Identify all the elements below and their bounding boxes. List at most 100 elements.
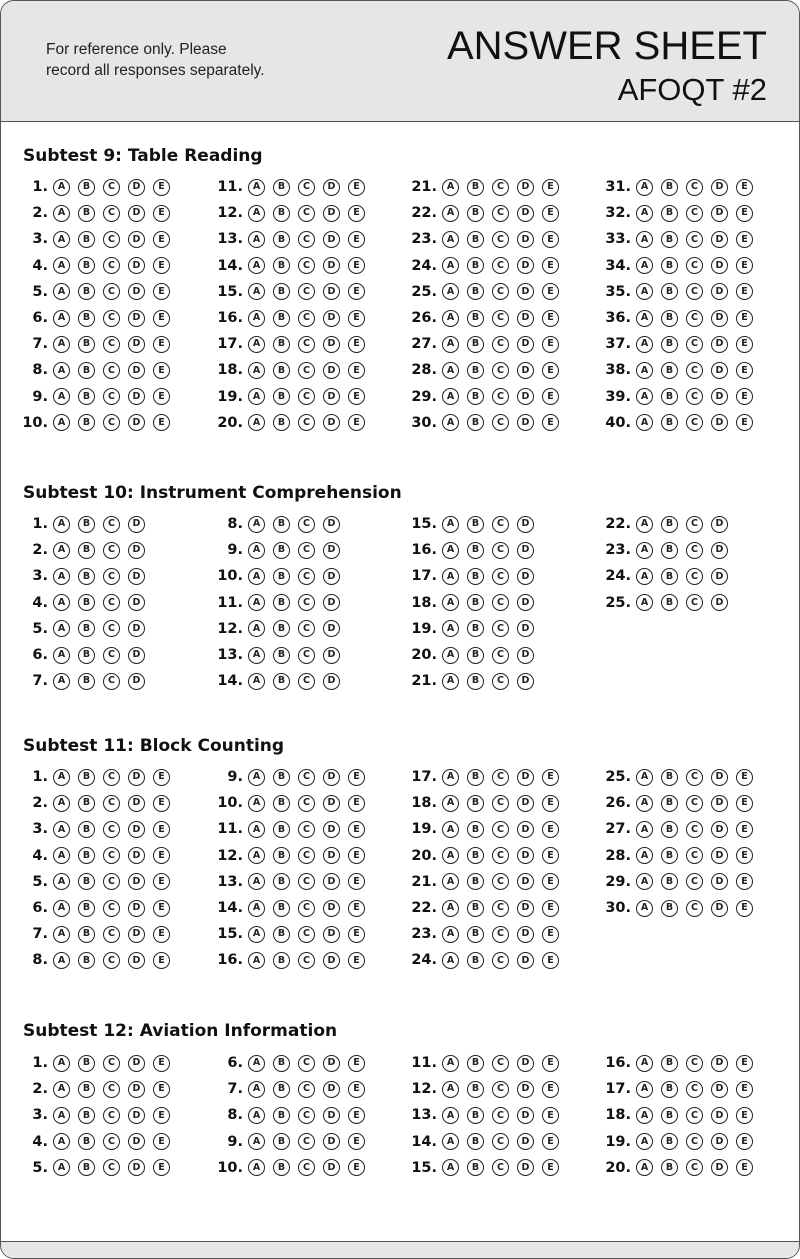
answer-bubble-c[interactable]: C xyxy=(686,230,703,248)
answer-bubble-d[interactable]: D xyxy=(323,794,340,812)
answer-bubble-c[interactable]: C xyxy=(686,567,703,585)
answer-bubble-c[interactable]: C xyxy=(103,1159,120,1177)
answer-bubble-b[interactable]: B xyxy=(661,335,678,353)
answer-bubble-d[interactable]: D xyxy=(711,515,728,533)
answer-bubble-d[interactable]: D xyxy=(128,361,145,379)
answer-bubble-b[interactable]: B xyxy=(273,515,290,533)
answer-bubble-e[interactable]: E xyxy=(153,820,170,838)
answer-bubble-a[interactable]: A xyxy=(442,178,459,196)
answer-bubble-c[interactable]: C xyxy=(298,335,315,353)
answer-bubble-b[interactable]: B xyxy=(78,594,95,612)
answer-bubble-a[interactable]: A xyxy=(442,794,459,812)
answer-bubble-e[interactable]: E xyxy=(348,414,365,432)
answer-bubble-e[interactable]: E xyxy=(542,204,559,222)
answer-bubble-a[interactable]: A xyxy=(248,620,265,638)
answer-bubble-c[interactable]: C xyxy=(492,283,509,301)
answer-bubble-a[interactable]: A xyxy=(636,257,653,275)
answer-bubble-d[interactable]: D xyxy=(711,899,728,917)
answer-bubble-e[interactable]: E xyxy=(348,1106,365,1124)
answer-bubble-b[interactable]: B xyxy=(467,672,484,690)
answer-bubble-a[interactable]: A xyxy=(442,951,459,969)
answer-bubble-d[interactable]: D xyxy=(517,361,534,379)
answer-bubble-b[interactable]: B xyxy=(78,1133,95,1151)
answer-bubble-c[interactable]: C xyxy=(298,309,315,327)
answer-bubble-d[interactable]: D xyxy=(323,361,340,379)
answer-bubble-e[interactable]: E xyxy=(153,1054,170,1072)
answer-bubble-b[interactable]: B xyxy=(273,335,290,353)
answer-bubble-a[interactable]: A xyxy=(636,820,653,838)
answer-bubble-d[interactable]: D xyxy=(711,594,728,612)
answer-bubble-d[interactable]: D xyxy=(323,204,340,222)
answer-bubble-e[interactable]: E xyxy=(348,820,365,838)
answer-bubble-c[interactable]: C xyxy=(103,335,120,353)
answer-bubble-a[interactable]: A xyxy=(636,1080,653,1098)
answer-bubble-d[interactable]: D xyxy=(128,951,145,969)
answer-bubble-a[interactable]: A xyxy=(636,335,653,353)
answer-bubble-d[interactable]: D xyxy=(517,646,534,664)
answer-bubble-c[interactable]: C xyxy=(103,361,120,379)
answer-bubble-e[interactable]: E xyxy=(542,1133,559,1151)
answer-bubble-c[interactable]: C xyxy=(103,388,120,406)
answer-bubble-c[interactable]: C xyxy=(103,646,120,664)
answer-bubble-b[interactable]: B xyxy=(273,1054,290,1072)
answer-bubble-b[interactable]: B xyxy=(661,1159,678,1177)
answer-bubble-b[interactable]: B xyxy=(467,283,484,301)
answer-bubble-a[interactable]: A xyxy=(636,873,653,891)
answer-bubble-a[interactable]: A xyxy=(248,178,265,196)
answer-bubble-e[interactable]: E xyxy=(736,414,753,432)
answer-bubble-c[interactable]: C xyxy=(686,541,703,559)
answer-bubble-c[interactable]: C xyxy=(686,283,703,301)
answer-bubble-c[interactable]: C xyxy=(298,1159,315,1177)
answer-bubble-d[interactable]: D xyxy=(711,768,728,786)
answer-bubble-e[interactable]: E xyxy=(153,388,170,406)
answer-bubble-a[interactable]: A xyxy=(442,257,459,275)
answer-bubble-b[interactable]: B xyxy=(78,541,95,559)
answer-bubble-d[interactable]: D xyxy=(517,204,534,222)
answer-bubble-e[interactable]: E xyxy=(542,309,559,327)
answer-bubble-c[interactable]: C xyxy=(686,847,703,865)
answer-bubble-d[interactable]: D xyxy=(128,204,145,222)
answer-bubble-e[interactable]: E xyxy=(153,361,170,379)
answer-bubble-b[interactable]: B xyxy=(78,1106,95,1124)
answer-bubble-d[interactable]: D xyxy=(517,768,534,786)
answer-bubble-a[interactable]: A xyxy=(53,283,70,301)
answer-bubble-a[interactable]: A xyxy=(53,1080,70,1098)
answer-bubble-c[interactable]: C xyxy=(492,1054,509,1072)
answer-bubble-e[interactable]: E xyxy=(736,309,753,327)
answer-bubble-a[interactable]: A xyxy=(442,672,459,690)
answer-bubble-b[interactable]: B xyxy=(78,1054,95,1072)
answer-bubble-a[interactable]: A xyxy=(53,925,70,943)
answer-bubble-c[interactable]: C xyxy=(686,899,703,917)
answer-bubble-c[interactable]: C xyxy=(103,899,120,917)
answer-bubble-c[interactable]: C xyxy=(492,309,509,327)
answer-bubble-e[interactable]: E xyxy=(348,257,365,275)
answer-bubble-c[interactable]: C xyxy=(686,1080,703,1098)
answer-bubble-d[interactable]: D xyxy=(323,309,340,327)
answer-bubble-c[interactable]: C xyxy=(103,951,120,969)
answer-bubble-b[interactable]: B xyxy=(273,925,290,943)
answer-bubble-b[interactable]: B xyxy=(273,178,290,196)
answer-bubble-a[interactable]: A xyxy=(53,1054,70,1072)
answer-bubble-c[interactable]: C xyxy=(298,646,315,664)
answer-bubble-c[interactable]: C xyxy=(686,1106,703,1124)
answer-bubble-a[interactable]: A xyxy=(53,873,70,891)
answer-bubble-d[interactable]: D xyxy=(128,257,145,275)
answer-bubble-b[interactable]: B xyxy=(467,794,484,812)
answer-bubble-a[interactable]: A xyxy=(53,847,70,865)
answer-bubble-b[interactable]: B xyxy=(273,567,290,585)
answer-bubble-d[interactable]: D xyxy=(711,794,728,812)
answer-bubble-d[interactable]: D xyxy=(711,1159,728,1177)
answer-bubble-c[interactable]: C xyxy=(686,204,703,222)
answer-bubble-a[interactable]: A xyxy=(636,847,653,865)
answer-bubble-b[interactable]: B xyxy=(661,178,678,196)
answer-bubble-b[interactable]: B xyxy=(78,257,95,275)
answer-bubble-a[interactable]: A xyxy=(53,1159,70,1177)
answer-bubble-b[interactable]: B xyxy=(661,414,678,432)
answer-bubble-d[interactable]: D xyxy=(128,1054,145,1072)
answer-bubble-e[interactable]: E xyxy=(736,230,753,248)
answer-bubble-a[interactable]: A xyxy=(248,414,265,432)
answer-bubble-d[interactable]: D xyxy=(517,847,534,865)
answer-bubble-a[interactable]: A xyxy=(248,361,265,379)
answer-bubble-b[interactable]: B xyxy=(78,335,95,353)
answer-bubble-d[interactable]: D xyxy=(711,230,728,248)
